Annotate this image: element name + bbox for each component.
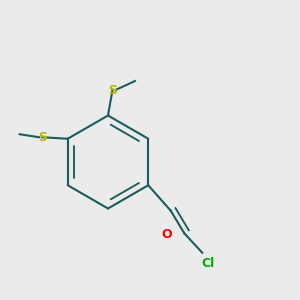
Text: S: S xyxy=(38,131,47,144)
Text: S: S xyxy=(108,83,117,97)
Text: O: O xyxy=(161,228,172,241)
Text: Cl: Cl xyxy=(202,257,215,270)
